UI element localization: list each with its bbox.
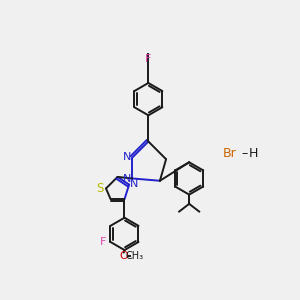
Text: CH₃: CH₃ — [125, 251, 144, 261]
Text: –: – — [242, 146, 248, 160]
Text: O: O — [119, 251, 128, 261]
Text: N: N — [123, 174, 131, 184]
Text: S: S — [96, 182, 103, 195]
Text: N: N — [123, 152, 131, 162]
Text: F: F — [145, 54, 152, 64]
Text: F: F — [100, 237, 106, 247]
Text: Br: Br — [222, 146, 236, 160]
Text: H: H — [249, 146, 259, 160]
Text: N: N — [130, 179, 139, 189]
